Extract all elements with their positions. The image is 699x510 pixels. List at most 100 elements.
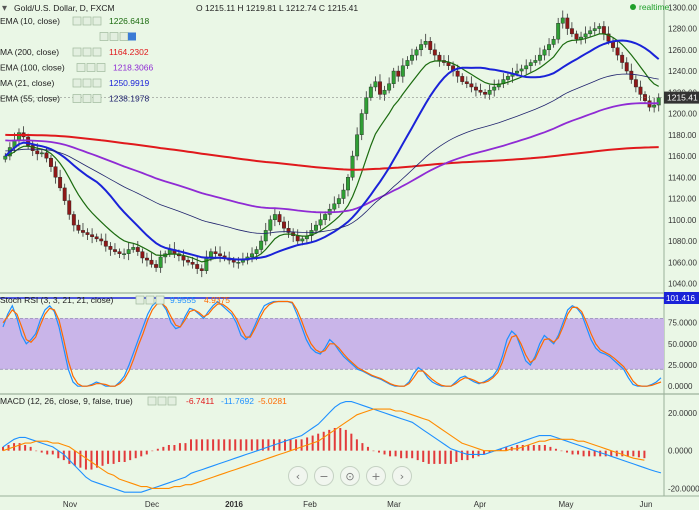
macd-histogram-bar: [57, 450, 60, 459]
macd-setting-icon[interactable]: [157, 396, 167, 406]
candle-body: [81, 230, 85, 233]
zoom-out-button[interactable]: −: [314, 466, 334, 486]
macd-setting-icon[interactable]: [147, 396, 157, 406]
macd-histogram-bar: [261, 439, 264, 451]
legend-row[interactable]: MA (21, close) 1250.9919: [0, 78, 149, 88]
candle-body: [359, 113, 364, 135]
macd-tick-label: 20.0000: [668, 409, 697, 418]
legend-setting-icon[interactable]: [82, 78, 92, 88]
reset-icon[interactable]: [340, 466, 360, 486]
legend-setting-icon[interactable]: [86, 63, 96, 72]
candle-body: [469, 83, 474, 88]
control-glyph: −: [319, 470, 328, 483]
macd-histogram-bar: [521, 445, 524, 451]
legend-row[interactable]: [99, 32, 136, 41]
macd-histogram-bar: [84, 450, 87, 470]
candle-body: [154, 264, 159, 268]
time-tick-label: 2016: [225, 500, 243, 509]
legend-highlight-icon[interactable]: [128, 32, 136, 41]
candle-body: [126, 249, 131, 254]
macd-histogram-bar: [101, 450, 104, 466]
candle-body: [341, 189, 346, 199]
legend-setting-icon[interactable]: [92, 16, 102, 26]
stoch-setting-icon[interactable]: [155, 295, 165, 305]
macd-histogram-bar: [549, 446, 552, 451]
legend-setting-icon[interactable]: [72, 47, 82, 57]
candle-body: [569, 28, 574, 35]
macd-histogram-bar: [46, 450, 49, 455]
macd-histogram-bar: [571, 450, 574, 455]
price-tick-label: 1240.00: [668, 67, 697, 76]
macd-histogram-bar: [328, 429, 331, 451]
legend-setting-icon[interactable]: [92, 78, 102, 88]
scroll-right-button[interactable]: ›: [392, 466, 412, 486]
macd-setting-icon[interactable]: [167, 396, 177, 406]
legend-setting-icon[interactable]: [99, 32, 109, 41]
zoom-in-icon[interactable]: [366, 466, 386, 486]
candle-body: [396, 70, 401, 77]
candle-body: [122, 253, 127, 255]
candle-body: [295, 235, 300, 242]
legend-row[interactable]: EMA (10, close) 1226.6418: [0, 16, 149, 26]
candle-body: [410, 54, 414, 61]
candle-body: [432, 49, 437, 56]
legend-row[interactable]: EMA (55, close) 1238.1978: [0, 94, 149, 104]
macd-histogram-bar: [107, 450, 110, 464]
price-tick-label: 1120.00: [668, 195, 697, 204]
legend-setting-icon[interactable]: [92, 47, 102, 57]
stoch-level-tag: [664, 292, 699, 304]
reset-button[interactable]: ⊙: [340, 466, 360, 486]
candle-body: [231, 259, 236, 263]
candle-body: [94, 236, 99, 240]
macd-histogram-bar: [223, 439, 226, 451]
legend-setting-icon[interactable]: [119, 32, 129, 41]
candle-body: [391, 70, 396, 84]
candle-body: [551, 38, 556, 45]
scroll-right-icon[interactable]: [392, 466, 412, 486]
candle-body: [437, 54, 442, 61]
macd-histogram-bar: [405, 450, 408, 459]
macd-histogram-bar: [516, 445, 519, 451]
price-tick-label: 1200.00: [668, 110, 697, 119]
macd-histogram-bar: [73, 450, 76, 466]
legend-setting-icon[interactable]: [82, 47, 92, 57]
legend-row[interactable]: MA (200, close) 1164.2302: [0, 47, 149, 57]
candle-body: [236, 262, 241, 264]
control-glyph: +: [371, 470, 380, 483]
scroll-left-button[interactable]: ‹: [288, 466, 308, 486]
legend-row[interactable]: EMA (100, close) 1218.3066: [0, 63, 153, 73]
candle-body: [314, 224, 318, 231]
candle-body: [277, 214, 282, 223]
macd-histogram-bar: [427, 450, 430, 464]
macd-histogram-bar: [350, 433, 353, 451]
collapse-icon[interactable]: ▾: [2, 3, 7, 14]
legend-setting-icon[interactable]: [76, 63, 86, 72]
price-tick-label: 1060.00: [668, 258, 697, 267]
chart-title: Gold/U.S. Dollar, D, FXCM: [14, 3, 115, 13]
macd-histogram-bar: [422, 450, 425, 462]
time-tick-label: Dec: [145, 500, 159, 509]
stoch-k-value: 9.9555: [170, 295, 196, 305]
candle-body: [455, 70, 460, 77]
legend-setting-icon[interactable]: [82, 94, 92, 103]
candle-body: [505, 76, 510, 80]
legend-setting-icon[interactable]: [72, 94, 82, 103]
zoom-out-icon[interactable]: [314, 466, 334, 486]
stoch-setting-icon[interactable]: [135, 295, 145, 305]
legend-setting-icon[interactable]: [109, 32, 119, 41]
legend-setting-icon[interactable]: [96, 63, 106, 72]
stoch-setting-icon[interactable]: [145, 295, 155, 305]
last-price-tag: [664, 91, 699, 104]
legend-value: 1164.2302: [109, 47, 149, 57]
candle-body: [158, 256, 163, 268]
macd-histogram-bar: [62, 450, 65, 461]
scroll-left-icon[interactable]: [288, 466, 308, 486]
legend-setting-icon[interactable]: [72, 78, 82, 88]
legend-setting-icon[interactable]: [92, 94, 102, 103]
macd-label: MACD (12, 26, close, 9, false, true): [0, 396, 133, 406]
zoom-in-button[interactable]: +: [366, 466, 386, 486]
legend-setting-icon[interactable]: [72, 16, 82, 26]
legend-setting-icon[interactable]: [82, 16, 92, 26]
